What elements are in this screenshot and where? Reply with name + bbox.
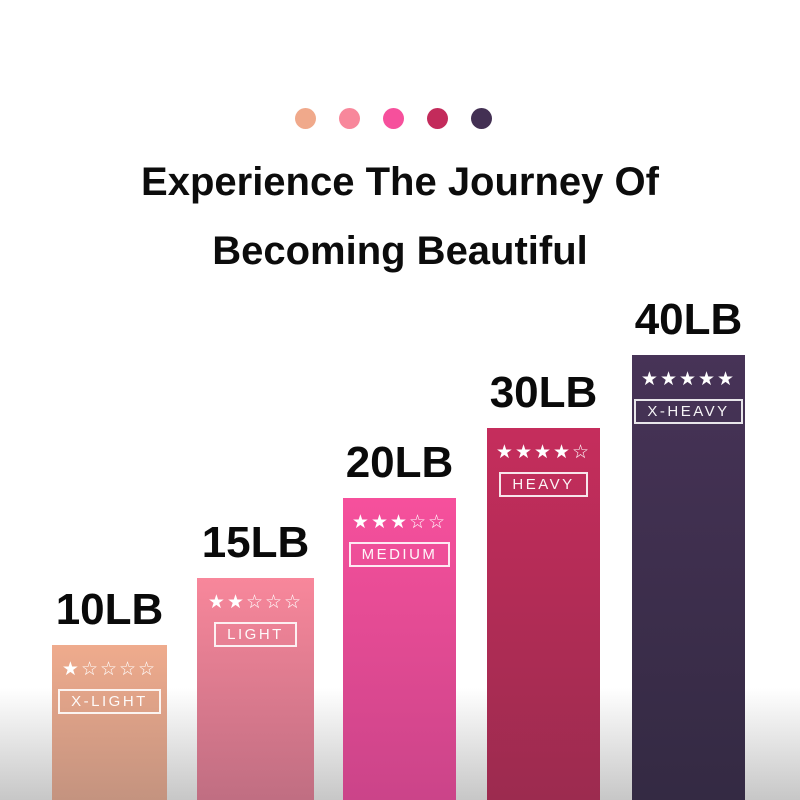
title-line-1: Experience The Journey Of — [141, 160, 659, 204]
level-badge: HEAVY — [499, 472, 588, 497]
title-line-2: Becoming Beautiful — [212, 229, 588, 273]
bar-weight-label: 40LB — [634, 295, 743, 344]
bar-group-40lb: 40LB ★★★★★ X-HEAVY — [632, 295, 745, 800]
bar-heavy: ★★★★☆ HEAVY — [487, 428, 600, 800]
level-badge: X-LIGHT — [58, 689, 161, 714]
bar-weight-label: 20LB — [345, 438, 454, 487]
bar-weight-label: 15LB — [201, 518, 310, 567]
bar-medium: ★★★☆☆ MEDIUM — [343, 498, 456, 800]
bar-x-light: ★☆☆☆☆ X-LIGHT — [52, 645, 167, 800]
star-rating: ★★☆☆☆ — [207, 592, 304, 613]
star-rating: ★★★★★ — [640, 369, 737, 390]
dot-crimson — [426, 108, 448, 129]
level-badge: MEDIUM — [348, 542, 451, 567]
dot-hot-pink — [382, 108, 404, 129]
level-badge: X-HEAVY — [634, 399, 743, 424]
bar-group-20lb: 20LB ★★★☆☆ MEDIUM — [343, 438, 456, 800]
dot-pink — [338, 108, 360, 129]
bar-group-30lb: 30LB ★★★★☆ HEAVY — [487, 368, 600, 800]
bar-x-heavy: ★★★★★ X-HEAVY — [632, 355, 745, 800]
color-dots-row — [0, 108, 793, 129]
star-rating: ★★★☆☆ — [351, 512, 448, 533]
star-rating: ★★★★☆ — [495, 442, 592, 463]
bar-group-15lb: 15LB ★★☆☆☆ LIGHT — [197, 518, 314, 800]
bar-group-10lb: 10LB ★☆☆☆☆ X-LIGHT — [52, 585, 167, 800]
dot-purple — [470, 108, 492, 129]
page-title: Experience The Journey Of Becoming Beaut… — [0, 148, 800, 286]
bar-light: ★★☆☆☆ LIGHT — [197, 578, 314, 800]
bar-weight-label: 10LB — [55, 585, 164, 634]
level-badge: LIGHT — [214, 622, 297, 647]
bar-weight-label: 30LB — [489, 368, 598, 417]
star-rating: ★☆☆☆☆ — [61, 659, 158, 680]
dot-peach — [294, 108, 316, 129]
